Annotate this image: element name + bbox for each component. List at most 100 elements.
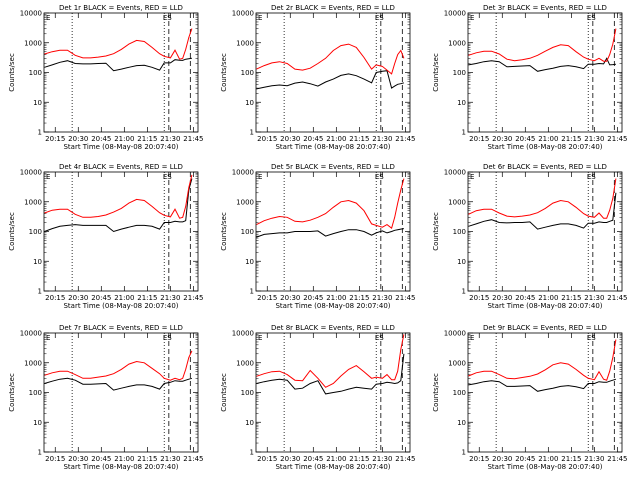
y-tick-label: 100 [453, 228, 466, 236]
y-axis-label: Counts/sec [220, 373, 228, 412]
x-tick-label: 20:30 [280, 135, 300, 143]
x-tick-label: 21:00 [538, 455, 558, 463]
y-tick-label: 1000 [236, 359, 254, 367]
x-tick-label: 21:00 [326, 135, 346, 143]
x-tick-label: 20:45 [91, 294, 111, 302]
y-tick-label: 10000 [444, 330, 466, 338]
x-tick-label: 20:45 [303, 135, 323, 143]
corner-marker-right: ES [375, 334, 384, 342]
x-tick-label: 20:45 [515, 455, 535, 463]
x-tick-label: 20:45 [91, 455, 111, 463]
corner-marker-left: E [46, 334, 50, 342]
panel-title: Det 2r BLACK = Events, RED = LLD [271, 4, 395, 12]
x-tick-label: 21:30 [372, 455, 392, 463]
x-tick-label: 21:30 [160, 455, 180, 463]
x-axis-label: Start Time (08-May-08 20:07:40) [487, 143, 602, 151]
y-tick-label: 10000 [20, 169, 42, 177]
y-tick-label: 1 [38, 288, 42, 296]
x-axis-label: Start Time (08-May-08 20:07:40) [487, 463, 602, 471]
corner-marker-right: ES [163, 14, 172, 22]
panel-title: Det 1r BLACK = Events, RED = LLD [59, 4, 183, 12]
x-tick-label: 20:30 [492, 135, 512, 143]
lld-series-line [468, 28, 617, 62]
x-axis-label: Start Time (08-May-08 20:07:40) [487, 302, 602, 310]
y-tick-label: 1000 [236, 198, 254, 206]
x-axis-label: Start Time (08-May-08 20:07:40) [63, 302, 178, 310]
corner-marker-left: E [258, 173, 262, 181]
y-tick-label: 10 [457, 258, 466, 266]
x-tick-label: 21:30 [160, 135, 180, 143]
panel-title: Det 9r BLACK = Events, RED = LLD [483, 324, 607, 332]
y-tick-label: 10000 [444, 169, 466, 177]
x-tick-label: 20:45 [515, 294, 535, 302]
panel-det-7r: Det 7r BLACK = Events, RED = LLD E ES 1 10 10… [8, 324, 203, 471]
y-tick-label: 10 [245, 419, 254, 427]
x-axis-label: Start Time (08-May-08 20:07:40) [275, 463, 390, 471]
x-tick-label: 21:30 [584, 135, 604, 143]
plot-frame [467, 171, 623, 292]
y-tick-label: 1000 [24, 198, 42, 206]
corner-marker-right: ES [375, 14, 384, 22]
x-tick-label: 21:15 [561, 294, 581, 302]
lld-series-line [44, 350, 193, 381]
corner-marker-left: E [46, 173, 50, 181]
lld-series-line [468, 178, 617, 219]
corner-marker-right: ES [163, 334, 172, 342]
y-tick-label: 1 [250, 129, 254, 137]
events-series-line [44, 57, 192, 72]
lld-series-line [256, 178, 405, 229]
y-tick-label: 1000 [24, 359, 42, 367]
x-tick-label: 21:15 [137, 294, 157, 302]
x-axis-label: Start Time (08-May-08 20:07:40) [275, 302, 390, 310]
corner-marker-left: E [470, 14, 474, 22]
y-tick-label: 100 [453, 69, 466, 77]
x-tick-label: 20:30 [68, 455, 88, 463]
y-axis-label: Counts/sec [220, 212, 228, 251]
corner-marker-left: E [470, 334, 474, 342]
x-tick-label: 21:30 [584, 294, 604, 302]
plot-frame [467, 12, 623, 133]
y-tick-label: 10000 [232, 169, 254, 177]
y-tick-label: 100 [241, 69, 254, 77]
x-tick-label: 20:15 [469, 455, 489, 463]
y-tick-label: 1000 [448, 359, 466, 367]
panel-title: Det 5r BLACK = Events, RED = LLD [271, 163, 395, 171]
x-tick-label: 21:15 [349, 135, 369, 143]
x-tick-label: 20:45 [303, 294, 323, 302]
x-tick-label: 21:00 [114, 455, 134, 463]
plot-frame [43, 171, 199, 292]
y-tick-label: 10000 [232, 10, 254, 18]
y-tick-label: 10 [33, 419, 42, 427]
x-tick-label: 21:00 [114, 294, 134, 302]
y-axis-label: Counts/sec [432, 373, 440, 412]
x-tick-label: 21:15 [561, 135, 581, 143]
panel-det-8r: Det 8r BLACK = Events, RED = LLD E ES 1 10 10… [220, 324, 415, 471]
y-tick-label: 1000 [236, 39, 254, 47]
events-series-line [256, 70, 405, 90]
x-tick-label: 21:15 [349, 455, 369, 463]
corner-marker-left: E [46, 14, 50, 22]
x-tick-label: 20:30 [492, 455, 512, 463]
x-tick-label: 21:30 [372, 135, 392, 143]
x-tick-label: 20:15 [469, 135, 489, 143]
y-tick-label: 1 [38, 449, 42, 457]
plot-frame [43, 12, 199, 133]
panel-det-4r: Det 4r BLACK = Events, RED = LLD E ES 1 10 10… [8, 163, 203, 310]
y-tick-label: 10000 [444, 10, 466, 18]
corner-marker-right: ES [375, 173, 384, 181]
panel-det-5r: Det 5r BLACK = Events, RED = LLD E ES 1 10 10… [220, 163, 415, 310]
y-tick-label: 10 [245, 99, 254, 107]
y-tick-label: 10000 [20, 10, 42, 18]
x-tick-label: 21:45 [183, 135, 203, 143]
y-axis-label: Counts/sec [432, 212, 440, 251]
x-tick-label: 21:15 [561, 455, 581, 463]
plot-frame [467, 332, 623, 453]
y-tick-label: 100 [241, 228, 254, 236]
corner-marker-left: E [258, 334, 262, 342]
y-axis-label: Counts/sec [8, 53, 16, 92]
y-tick-label: 10 [457, 99, 466, 107]
x-tick-label: 20:15 [45, 455, 65, 463]
lld-series-line [256, 334, 405, 388]
x-tick-label: 21:45 [395, 455, 415, 463]
